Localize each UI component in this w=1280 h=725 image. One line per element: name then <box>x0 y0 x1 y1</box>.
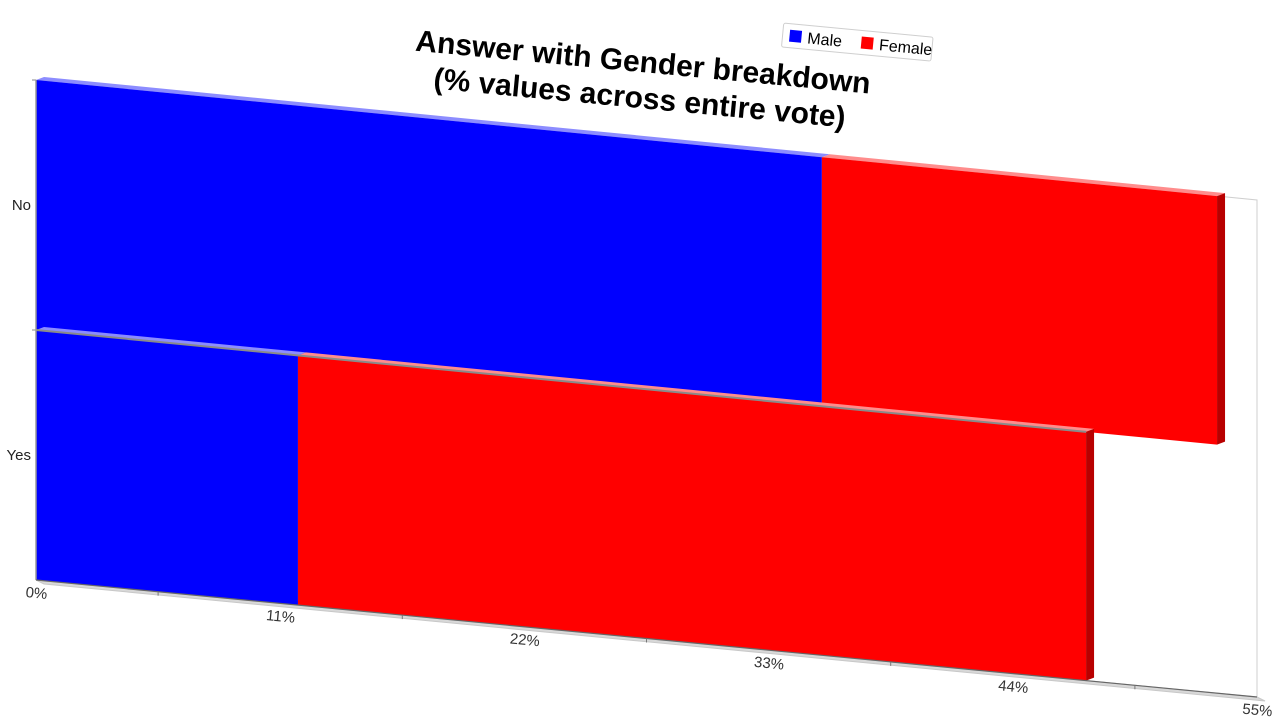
x-tick-label: 22% <box>509 630 540 650</box>
x-tick-label: 55% <box>1242 701 1273 720</box>
category-label-no: No <box>12 197 31 214</box>
bar-side-no <box>1217 193 1226 445</box>
category-divider <box>35 329 1087 433</box>
legend: Male Female <box>781 22 934 62</box>
bar-top-male-no <box>36 77 830 158</box>
category-label-yes: Yes <box>7 447 31 464</box>
legend-swatch-male <box>789 29 803 43</box>
x-tick-label: 33% <box>753 654 784 674</box>
bar-top-female-yes <box>297 352 1095 432</box>
x-tick-label: 0% <box>25 584 48 603</box>
legend-box <box>781 22 934 62</box>
bar-top-male-yes <box>36 327 306 356</box>
bar-female-yes <box>297 355 1087 681</box>
bar-female-no <box>821 157 1218 445</box>
legend-label-male: Male <box>807 30 843 50</box>
bar-male-no <box>36 80 822 407</box>
legend-swatch-female <box>860 36 874 50</box>
x-tick-label: 11% <box>265 607 295 627</box>
bar-male-yes <box>36 330 298 606</box>
bar-top-female-no <box>821 154 1226 197</box>
bar-side-yes <box>1086 428 1095 681</box>
legend-label-female: Female <box>878 37 933 59</box>
x-tick-label: 44% <box>997 677 1028 697</box>
